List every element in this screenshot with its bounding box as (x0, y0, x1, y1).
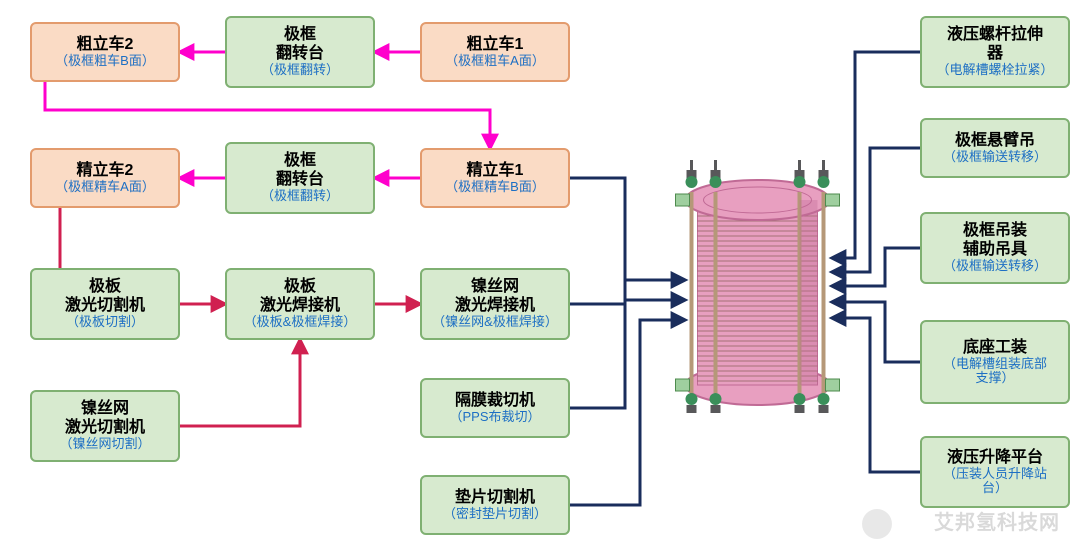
node-n_hydra_stretch: 液压螺杆拉伸器（电解槽螺栓拉紧） (920, 16, 1070, 88)
node-n_rough2: 粗立车2（极框粗车B面） (30, 22, 180, 82)
node-n_base_tool: 底座工装（电解槽组装底部支撑） (920, 320, 1070, 404)
node-n_plate_cut: 极板激光切割机（极板切割） (30, 268, 180, 340)
node-title: 液压螺杆拉伸器 (947, 26, 1043, 63)
edge-18 (832, 318, 920, 472)
electrolyzer-illustration (670, 140, 845, 440)
node-n_mesh_cut: 镍丝网激光切割机（镍丝网切割） (30, 390, 180, 462)
node-title: 极框吊装辅助吊具 (963, 222, 1027, 259)
node-subtitle: （极框翻转） (261, 63, 339, 77)
edge-15 (832, 148, 920, 272)
edge-16 (832, 248, 920, 286)
node-n_mesh_weld: 镍丝网激光焊接机（镍丝网&极框焊接） (420, 268, 570, 340)
node-subtitle: （极框粗车A面） (445, 54, 545, 68)
node-title: 粗立车1 (467, 36, 524, 54)
node-subtitle: （极框精车A面） (55, 180, 155, 194)
node-title: 精立车2 (77, 162, 134, 180)
node-n_rough1: 粗立车1（极框粗车A面） (420, 22, 570, 82)
node-subtitle: （极板&极框焊接） (244, 315, 357, 329)
node-subtitle: （压装人员升降站台） (943, 467, 1047, 496)
node-title: 液压升降平台 (947, 449, 1043, 467)
node-subtitle: （极框精车B面） (445, 180, 545, 194)
node-n_fine1: 精立车1（极框精车B面） (420, 148, 570, 208)
node-title: 精立车1 (467, 162, 524, 180)
node-n_hoist: 极框悬臂吊（极框输送转移） (920, 118, 1070, 178)
node-subtitle: （镍丝网切割） (59, 437, 150, 451)
node-subtitle: （PPS布裁切） (449, 410, 540, 424)
node-n_flip1: 极框翻转台（极框翻转） (225, 16, 375, 88)
node-n_flip2: 极框翻转台（极框翻转） (225, 142, 375, 214)
node-n_plate_weld: 极板激光焊接机（极板&极框焊接） (225, 268, 375, 340)
node-n_gasket: 垫片切割机（密封垫片切割） (420, 475, 570, 535)
node-title: 极框悬臂吊 (955, 132, 1035, 150)
watermark-icon (862, 509, 892, 539)
node-title: 极框翻转台 (276, 26, 324, 63)
edge-17 (832, 302, 920, 362)
node-subtitle: （极框翻转） (261, 189, 339, 203)
node-n_lift_tool: 极框吊装辅助吊具（极框输送转移） (920, 212, 1070, 284)
node-subtitle: （极框输送转移） (943, 259, 1047, 273)
edge-10 (570, 178, 685, 280)
node-title: 极框翻转台 (276, 152, 324, 189)
edge-12 (570, 300, 685, 408)
watermark-text: 艾邦氢科技网 (934, 506, 1060, 535)
node-title: 镍丝网激光焊接机 (455, 278, 535, 315)
node-n_lift_plat: 液压升降平台（压装人员升降站台） (920, 436, 1070, 508)
node-n_fine2: 精立车2（极框精车A面） (30, 148, 180, 208)
node-n_membrane: 隔膜裁切机（PPS布裁切） (420, 378, 570, 438)
node-subtitle: （电解槽组装底部支撑） (943, 357, 1047, 386)
node-title: 底座工装 (963, 339, 1027, 357)
node-title: 极板激光切割机 (65, 278, 145, 315)
node-subtitle: （极框粗车B面） (55, 54, 155, 68)
node-title: 镍丝网激光切割机 (65, 400, 145, 437)
edge-9 (180, 340, 300, 426)
node-title: 垫片切割机 (455, 489, 535, 507)
node-title: 隔膜裁切机 (455, 392, 535, 410)
node-title: 极板激光焊接机 (260, 278, 340, 315)
node-subtitle: （密封垫片切割） (443, 507, 547, 521)
edge-2 (45, 82, 490, 148)
edge-13 (570, 320, 685, 505)
node-title: 粗立车2 (77, 36, 134, 54)
edge-11 (570, 280, 625, 304)
node-subtitle: （镍丝网&极框焊接） (432, 315, 558, 329)
node-subtitle: （电解槽螺栓拉紧） (936, 63, 1053, 77)
edge-14 (832, 52, 920, 258)
node-subtitle: （极框输送转移） (943, 150, 1047, 164)
node-subtitle: （极板切割） (66, 315, 144, 329)
